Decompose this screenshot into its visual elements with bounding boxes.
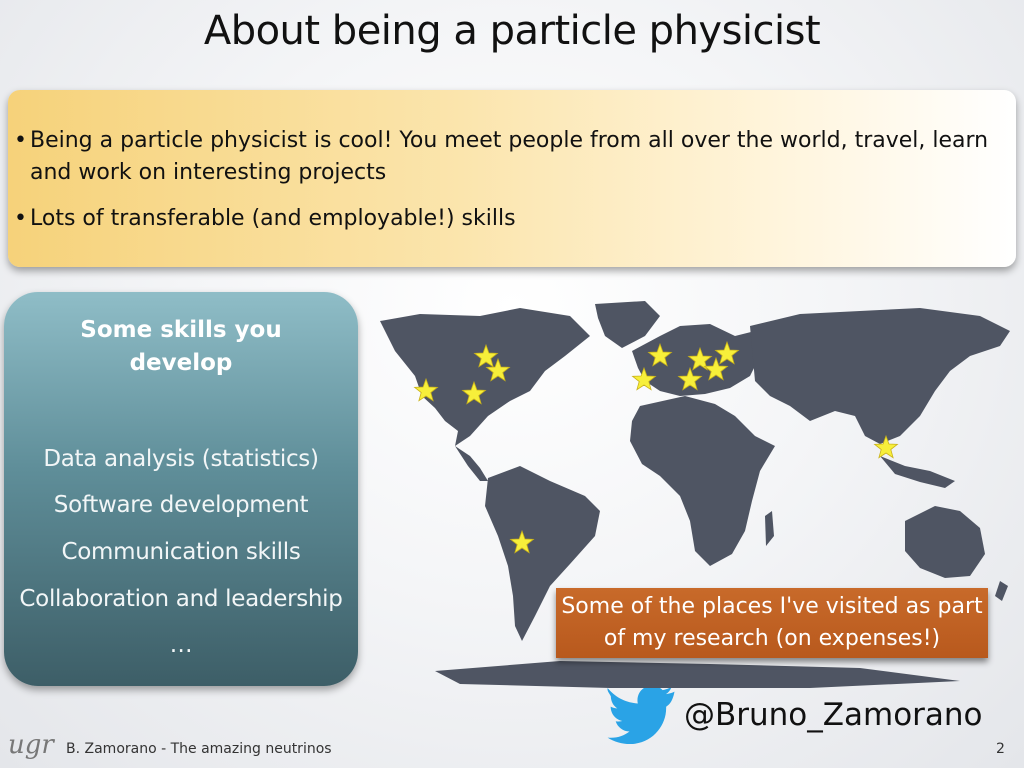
skill-item: Communication skills: [61, 539, 301, 565]
visited-place-star-icon: [687, 346, 713, 371]
skills-box: Some skills you develop Data analysis (s…: [4, 292, 358, 686]
asia-landmass: [750, 308, 1010, 444]
skill-item: Software development: [53, 492, 309, 518]
visited-place-star-icon: [703, 356, 729, 381]
visited-place-star-icon: [461, 380, 487, 405]
twitter-handle[interactable]: @Bruno_Zamorano: [684, 697, 983, 733]
footer-text: B. Zamorano - The amazing neutrinos: [66, 741, 332, 757]
twitter-bird-icon: [607, 688, 675, 745]
africa-landmass: [630, 396, 775, 566]
bullet-dot: •: [14, 206, 27, 231]
bullet-1-text: Being a particle physicist is cool! You …: [30, 128, 989, 185]
visited-place-star-icon: [473, 343, 499, 368]
page-number: 2: [996, 741, 1005, 757]
australia-landmass: [905, 506, 985, 578]
visited-place-star-icon: [873, 434, 899, 459]
visited-place-star-icon: [714, 340, 740, 365]
bullet-dot: •: [14, 128, 27, 153]
north-america-landmass: [380, 308, 590, 446]
skill-item: …: [169, 632, 193, 658]
new-zealand-landmass: [995, 581, 1008, 601]
central-america-landmass: [455, 446, 488, 481]
visited-place-star-icon: [509, 529, 535, 554]
bullet-1: • Being a particle physicist is cool! Yo…: [14, 125, 994, 189]
antarctica-landmass: [435, 661, 960, 688]
skills-heading: Some skills you develop: [80, 317, 282, 376]
bullet-2: • Lots of transferable (and employable!)…: [14, 203, 994, 235]
visited-place-star-icon: [485, 357, 511, 382]
madagascar-landmass: [765, 511, 774, 546]
bullet-2-text: Lots of transferable (and employable!) s…: [30, 206, 516, 231]
skill-item: Data analysis (statistics): [43, 446, 319, 472]
map-caption: Some of the places I've visited as part …: [556, 588, 988, 658]
visited-place-star-icon: [677, 366, 703, 391]
south-america-landmass: [485, 466, 600, 641]
slide-title: About being a particle physicist: [203, 8, 821, 54]
visited-place-star-icon: [631, 366, 657, 391]
intro-banner: • Being a particle physicist is cool! Yo…: [8, 90, 1016, 267]
skill-item: Collaboration and leadership: [19, 586, 343, 612]
visited-place-star-icon: [647, 342, 673, 367]
university-logo: ugr: [8, 730, 54, 760]
world-map: [380, 301, 1010, 688]
greenland-landmass: [595, 301, 660, 348]
southeast-asia-islands: [880, 456, 955, 488]
visited-place-star-icon: [413, 377, 439, 402]
